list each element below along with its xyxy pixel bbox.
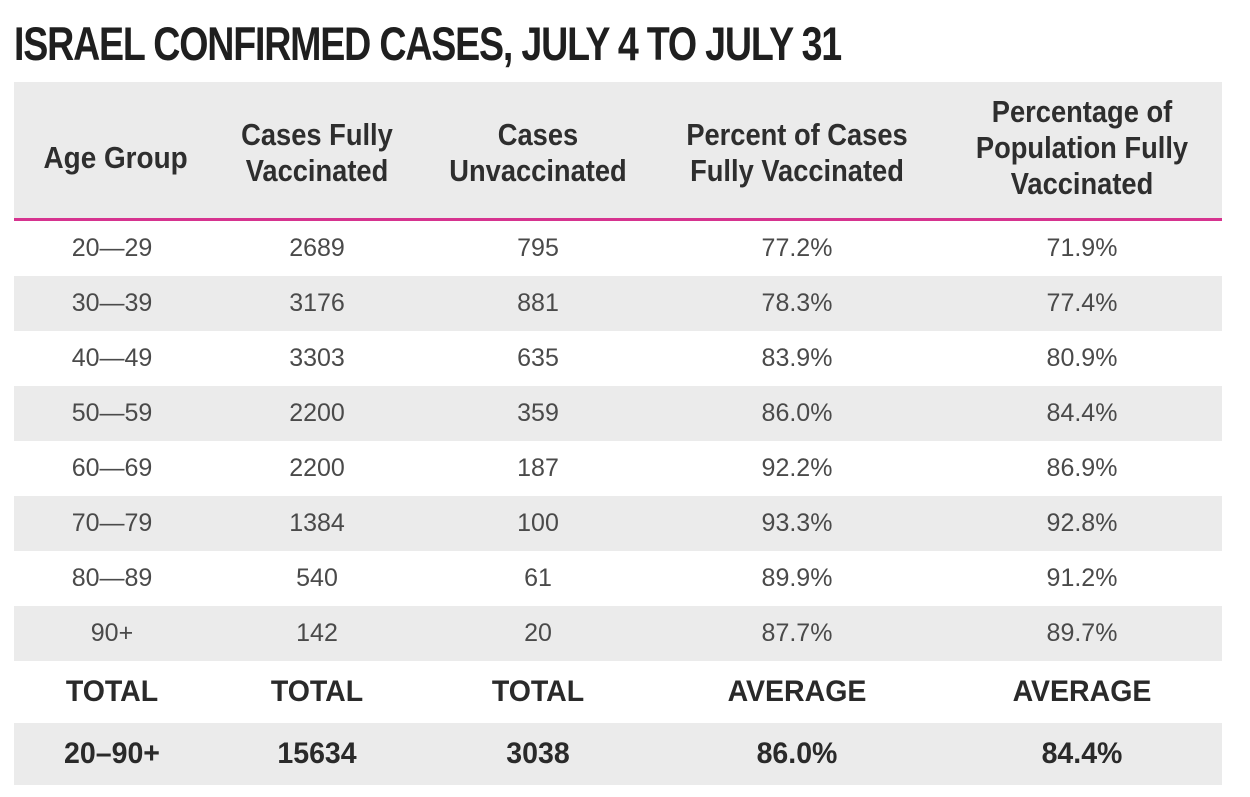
header-line: Cases Fully — [241, 117, 393, 152]
summary-average-population-vaccinated: 84.4% — [1041, 737, 1123, 770]
header-cases-fully-vaccinated: Cases Fully Vaccinated — [223, 117, 411, 189]
cell-percent-cases-vaccinated: 87.7% — [761, 619, 833, 647]
header-line: Vaccinated — [245, 153, 389, 188]
cell-age-group: 80—89 — [71, 564, 153, 592]
cell-cases-fully-vaccinated: 2200 — [289, 399, 345, 427]
summary-label-row: TOTAL TOTAL TOTAL AVERAGE AVERAGE — [14, 661, 1222, 723]
cell-percent-population-vaccinated: 77.4% — [1046, 289, 1118, 317]
summary-label: AVERAGE — [727, 675, 867, 708]
cell-cases-fully-vaccinated: 1384 — [289, 509, 345, 537]
cell-percent-cases-vaccinated: 83.9% — [761, 344, 833, 372]
cell-age-group: 40—49 — [71, 344, 153, 372]
table-row: 20—29 2689 795 77.2% 71.9% — [14, 221, 1222, 276]
summary-value-row: 20–90+ 15634 3038 86.0% 84.4% — [14, 723, 1222, 785]
cell-cases-fully-vaccinated: 3303 — [289, 344, 345, 372]
cell-percent-population-vaccinated: 71.9% — [1046, 234, 1118, 262]
cell-cases-unvaccinated: 100 — [517, 509, 559, 537]
table-row: 70—79 1384 100 93.3% 92.8% — [14, 496, 1222, 551]
cell-age-group: 60—69 — [71, 454, 153, 482]
summary-label: TOTAL — [491, 675, 585, 708]
header-cases-unvaccinated: Cases Unvaccinated — [438, 117, 639, 189]
cell-percent-population-vaccinated: 84.4% — [1046, 399, 1118, 427]
cell-cases-unvaccinated: 187 — [517, 454, 559, 482]
cell-percent-population-vaccinated: 89.7% — [1046, 619, 1118, 647]
cell-cases-unvaccinated: 359 — [517, 399, 559, 427]
table-row: 30—39 3176 881 78.3% 77.4% — [14, 276, 1222, 331]
cases-table: Age Group Cases Fully Vaccinated Cases U… — [14, 82, 1222, 785]
header-line: Cases — [497, 117, 579, 152]
header-line: Unvaccinated — [449, 153, 627, 188]
summary-average-cases-vaccinated: 86.0% — [756, 737, 838, 770]
cell-cases-unvaccinated: 20 — [524, 619, 552, 647]
cell-cases-fully-vaccinated: 3176 — [289, 289, 345, 317]
table-body: 20—29 2689 795 77.2% 71.9% 30—39 3176 88… — [14, 221, 1222, 661]
summary-label: TOTAL — [65, 675, 159, 708]
header-line: Age Group — [43, 140, 188, 175]
cell-percent-cases-vaccinated: 92.2% — [761, 454, 833, 482]
cell-percent-cases-vaccinated: 86.0% — [761, 399, 833, 427]
cell-percent-cases-vaccinated: 77.2% — [761, 234, 833, 262]
summary-total-unvaccinated: 3038 — [506, 737, 570, 770]
cell-cases-unvaccinated: 635 — [517, 344, 559, 372]
summary-label: AVERAGE — [1012, 675, 1152, 708]
summary-age-range: 20–90+ — [64, 737, 160, 770]
table-row: 60—69 2200 187 92.2% 86.9% — [14, 441, 1222, 496]
table-row: 90+ 142 20 87.7% 89.7% — [14, 606, 1222, 661]
chart-title: ISRAEL CONFIRMED CASES, JULY 4 TO JULY 3… — [14, 17, 842, 70]
header-percent-cases-fully-vaccinated: Percent of Cases Fully Vaccinated — [669, 117, 924, 189]
table-row: 80—89 540 61 89.9% 91.2% — [14, 551, 1222, 606]
table-header-row: Age Group Cases Fully Vaccinated Cases U… — [14, 82, 1222, 221]
cell-percent-cases-vaccinated: 93.3% — [761, 509, 833, 537]
cell-cases-fully-vaccinated: 540 — [296, 564, 338, 592]
cell-age-group: 30—39 — [71, 289, 153, 317]
cell-age-group: 20—29 — [71, 234, 153, 262]
cell-percent-population-vaccinated: 91.2% — [1046, 564, 1118, 592]
cell-cases-unvaccinated: 61 — [524, 564, 552, 592]
table-row: 50—59 2200 359 86.0% 84.4% — [14, 386, 1222, 441]
cell-cases-unvaccinated: 795 — [517, 234, 559, 262]
cell-percent-population-vaccinated: 92.8% — [1046, 509, 1118, 537]
header-age-group: Age Group — [27, 140, 203, 176]
header-line: Percentage of — [991, 94, 1173, 129]
cell-age-group: 70—79 — [71, 509, 153, 537]
header-line: Vaccinated — [1010, 166, 1154, 201]
cell-percent-population-vaccinated: 86.9% — [1046, 454, 1118, 482]
summary-label: TOTAL — [270, 675, 364, 708]
cell-percent-cases-vaccinated: 89.9% — [761, 564, 833, 592]
table-row: 40—49 3303 635 83.9% 80.9% — [14, 331, 1222, 386]
header-percent-population-fully-vaccinated: Percentage of Population Fully Vaccinate… — [959, 94, 1205, 202]
cell-cases-fully-vaccinated: 142 — [296, 619, 338, 647]
summary-total-fully-vaccinated: 15634 — [277, 737, 357, 770]
cell-cases-fully-vaccinated: 2200 — [289, 454, 345, 482]
cell-percent-cases-vaccinated: 78.3% — [761, 289, 833, 317]
cell-cases-unvaccinated: 881 — [517, 289, 559, 317]
cell-cases-fully-vaccinated: 2689 — [289, 234, 345, 262]
cell-percent-population-vaccinated: 80.9% — [1046, 344, 1118, 372]
cell-age-group: 90+ — [90, 619, 134, 647]
cell-age-group: 50—59 — [71, 399, 153, 427]
header-line: Fully Vaccinated — [690, 153, 904, 188]
header-line: Percent of Cases — [686, 117, 908, 152]
header-line: Population Fully — [975, 130, 1189, 165]
